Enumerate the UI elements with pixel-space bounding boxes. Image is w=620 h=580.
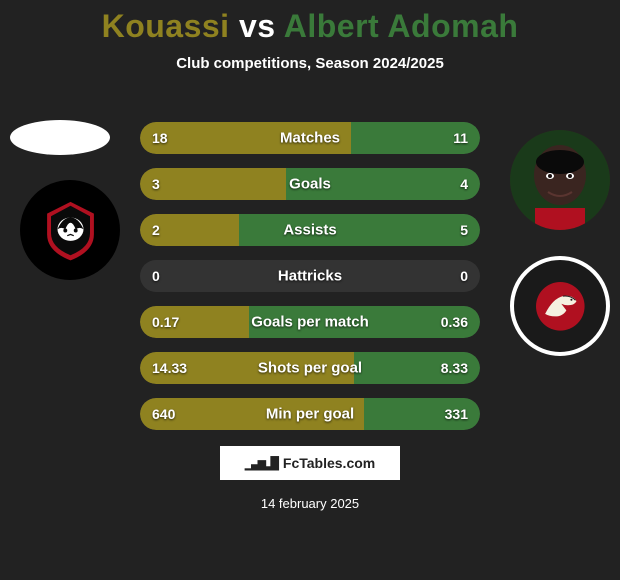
player2-club-badge-icon xyxy=(535,281,586,332)
title-player1: Kouassi xyxy=(102,8,230,44)
comparison-row: 14.338.33Shots per goal xyxy=(140,352,480,384)
row-label: Goals xyxy=(140,176,480,193)
player1-club-badge xyxy=(20,180,120,280)
comparison-row: 00Hattricks xyxy=(140,260,480,292)
watermark-text: FcTables.com xyxy=(283,455,375,471)
title-vs: vs xyxy=(239,8,276,44)
title-player2: Albert Adomah xyxy=(284,8,519,44)
comparison-row: 34Goals xyxy=(140,168,480,200)
comparison-row: 640331Min per goal xyxy=(140,398,480,430)
subtitle: Club competitions, Season 2024/2025 xyxy=(0,55,620,72)
row-label: Assists xyxy=(140,222,480,239)
comparison-row: 1811Matches xyxy=(140,122,480,154)
player2-avatar xyxy=(510,130,610,230)
date-text: 14 february 2025 xyxy=(0,496,620,511)
row-label: Hattricks xyxy=(140,268,480,285)
page-title: Kouassi vs Albert Adomah xyxy=(0,0,620,45)
watermark-chart-icon: ▁▃▅▂▇ xyxy=(245,455,277,471)
player2-avatar-image xyxy=(510,130,610,230)
player1-avatar xyxy=(10,120,110,155)
player1-club-badge-icon xyxy=(38,198,103,263)
comparison-rows: 1811Matches 34Goals 25Assists 00Hattricks 0.… xyxy=(140,122,480,444)
row-label: Goals per match xyxy=(140,314,480,331)
row-label: Matches xyxy=(140,130,480,147)
row-label: Min per goal xyxy=(140,406,480,423)
comparison-row: 25Assists xyxy=(140,214,480,246)
comparison-row: 0.170.36Goals per match xyxy=(140,306,480,338)
watermark: ▁▃▅▂▇ FcTables.com xyxy=(220,446,400,480)
row-label: Shots per goal xyxy=(140,360,480,377)
player2-club-badge xyxy=(510,256,610,356)
